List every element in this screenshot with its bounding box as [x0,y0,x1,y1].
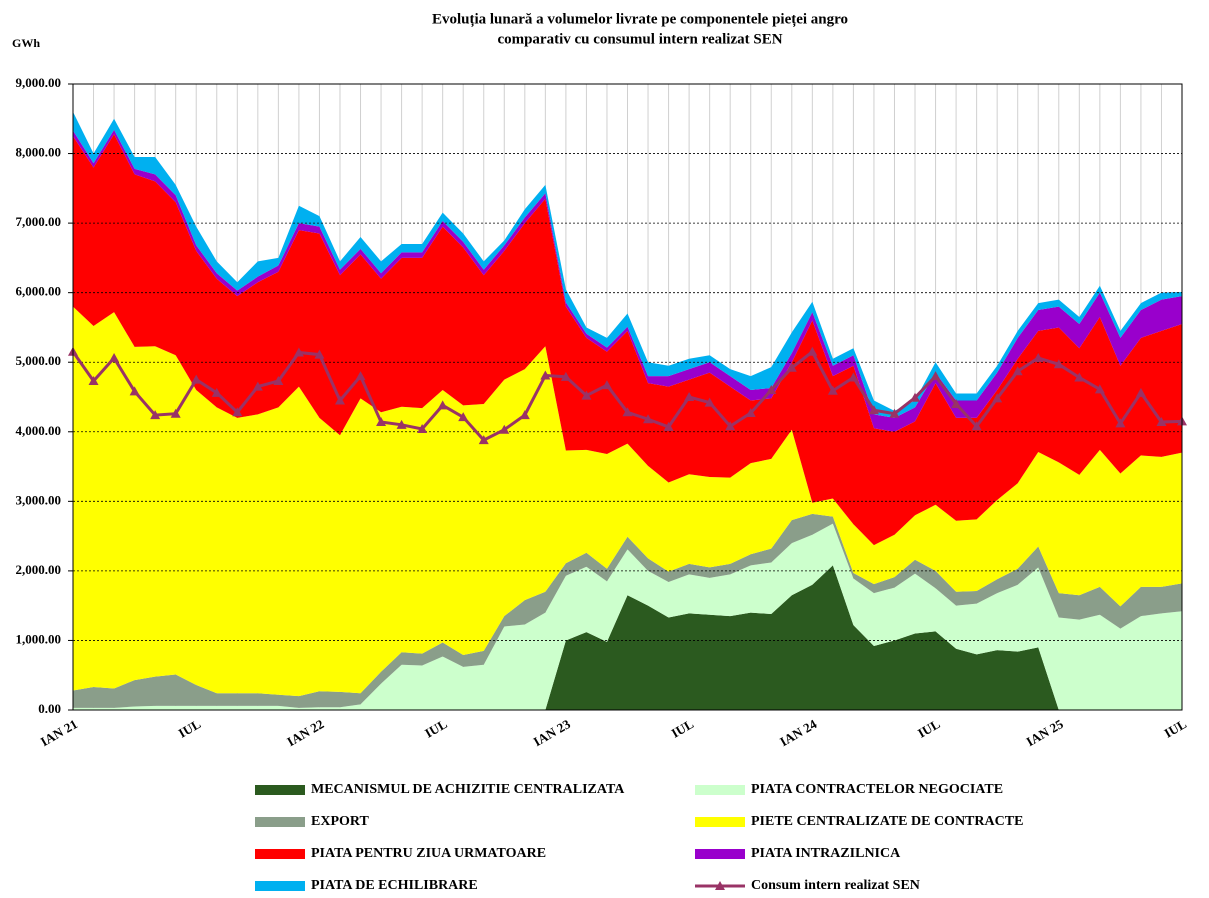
legend-marker [695,785,745,795]
line-marker [293,347,304,357]
line-marker [704,397,715,407]
line-marker [1074,372,1085,382]
legend-marker [695,849,745,859]
line-marker [232,407,243,417]
chart-title: comparativ cu consumul intern realizat S… [497,31,782,47]
line-marker [807,346,818,356]
legend-label: MECANISMUL DE ACHIZITIE CENTRALIZATA [311,782,625,797]
line-marker [622,407,633,417]
line-marker [540,370,551,380]
line-marker [1094,384,1105,394]
line-marker [376,417,387,427]
area [73,565,1182,710]
line-marker [355,371,366,381]
line-marker [643,414,654,424]
legend-label: PIETE CENTRALIZATE DE CONTRACTE [751,814,1023,829]
y-tick-label: 2,000.00 [16,562,62,577]
line-marker [581,390,592,400]
legend-label: Consum intern realizat SEN [751,878,920,893]
legend-label: EXPORT [311,814,370,829]
legend-marker [255,817,305,827]
y-tick-label: 4,000.00 [16,423,62,438]
line-marker [334,395,345,405]
line-marker [273,376,284,386]
legend-label: PIATA PENTRU ZIUA URMATOARE [311,846,546,861]
line-marker [191,374,202,384]
line-marker [88,376,99,386]
line-marker [1135,387,1146,397]
line-marker [560,371,571,381]
legend-marker [255,785,305,795]
y-unit: GWh [12,36,40,50]
line-marker [971,421,982,431]
legend-label: PIATA INTRAZILNICA [751,846,901,861]
legend-marker [255,881,305,891]
legend-marker [255,849,305,859]
line-marker [1053,359,1064,369]
line-marker [458,412,469,422]
y-tick-label: 5,000.00 [16,353,62,368]
line-marker [1033,353,1044,363]
line-marker [992,393,1003,403]
y-tick-label: 3,000.00 [16,492,62,507]
line-marker [437,400,448,410]
line-marker [601,380,612,390]
y-tick-label: 7,000.00 [16,214,62,229]
line-marker [930,371,941,381]
line-marker [684,392,695,401]
line-marker [889,408,900,418]
line-marker [170,408,181,418]
line-marker [109,353,120,363]
area [73,513,1182,708]
line-marker [252,381,263,391]
area [73,134,1182,546]
line-marker [745,407,756,417]
line-marker [766,385,777,395]
line-marker [951,398,962,408]
line-marker [150,410,161,420]
line-marker [211,387,222,397]
line-marker [396,419,407,429]
legend-label: PIATA DE ECHILIBRARE [311,878,478,893]
line-marker [725,421,736,431]
line-marker [910,392,921,402]
line-marker [519,410,530,420]
line-marker [129,386,140,396]
y-tick-label: 8,000.00 [16,145,62,160]
line-marker [314,349,325,359]
legend-label: PIATA CONTRACTELOR NEGOCIATE [751,782,1003,797]
line-marker [1156,417,1167,427]
line-marker [786,362,797,372]
line-marker [1115,418,1126,428]
y-tick-label: 0.00 [38,701,61,716]
chart-title: Evoluția lunară a volumelor livrate pe c… [432,11,848,27]
legend-marker [715,881,725,890]
line-marker [868,405,879,415]
line-marker [499,424,510,434]
area [73,306,1182,697]
legend-marker [695,817,745,827]
plot-frame [72,83,1183,711]
line-marker [1012,366,1023,376]
line-marker [827,385,838,395]
line-marker [663,421,674,431]
area [73,523,1182,710]
line-marker [848,372,859,382]
y-tick-label: 6,000.00 [16,284,62,299]
y-tick-label: 9,000.00 [16,75,62,90]
y-tick-label: 1,000.00 [16,631,62,646]
line-marker [417,423,428,433]
line-marker [478,435,489,445]
